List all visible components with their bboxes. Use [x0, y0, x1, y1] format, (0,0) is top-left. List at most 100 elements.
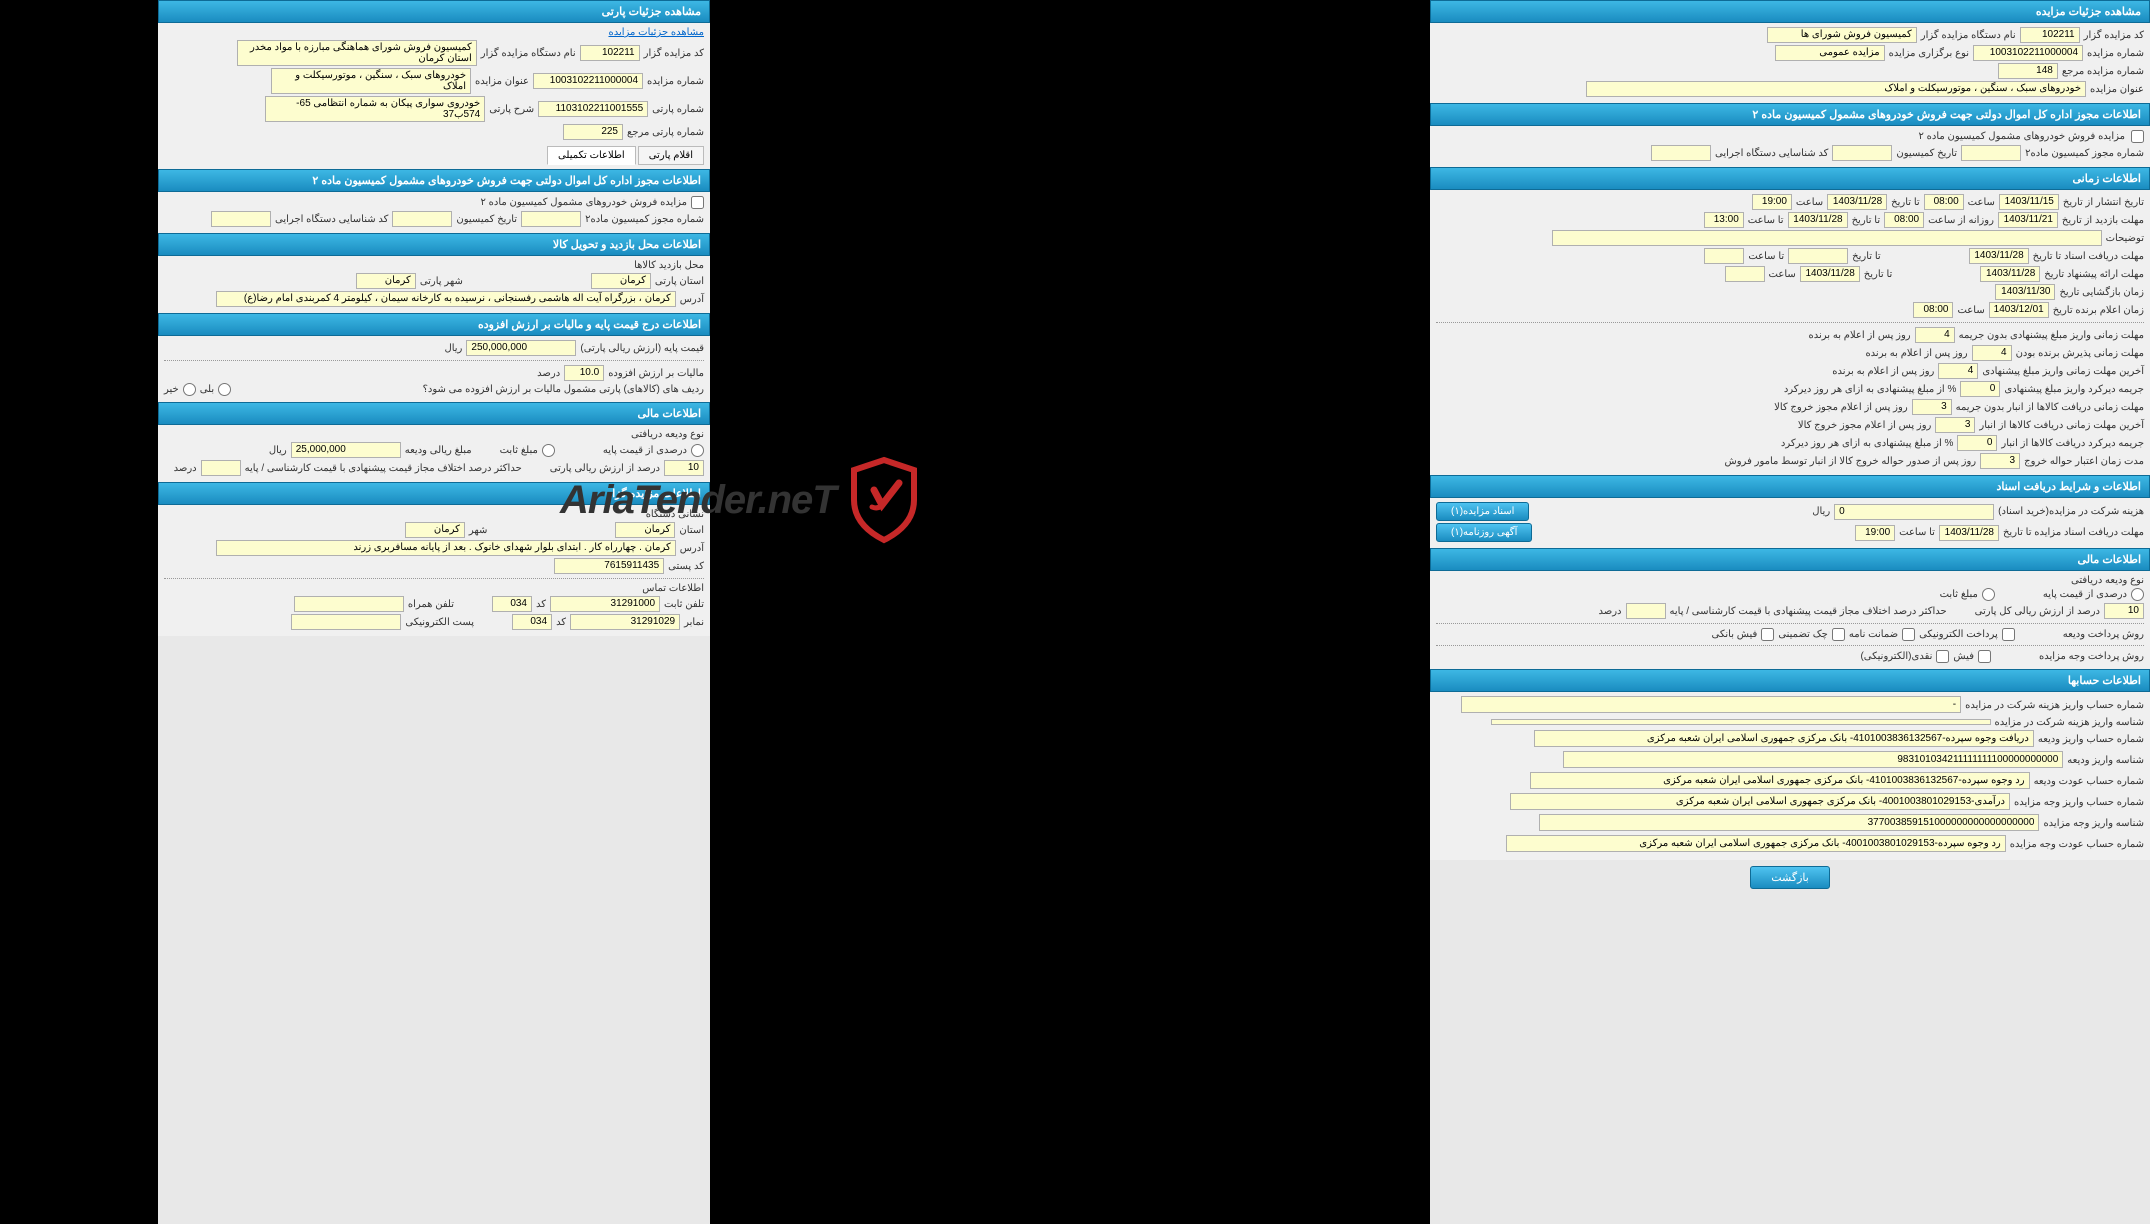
- field-acc7: 377003859151000000000000000000: [1539, 814, 2039, 831]
- btn-return[interactable]: بازگشت: [1750, 866, 1830, 889]
- header-price-vat: اطلاعات درج قیمت پایه و مالیات بر ارزش ا…: [158, 313, 710, 336]
- lbl-notes: توضیحات: [2106, 233, 2144, 244]
- field-postal: 7615911435: [554, 558, 664, 574]
- lbl-r-auction-code: کد مزایده گزار: [644, 48, 704, 59]
- lbl-acc2: شناسه واریز هزینه شرکت در مزایده: [1995, 717, 2144, 728]
- lbl-visit-loc: محل بازدید کالاها: [634, 260, 704, 271]
- header-docs: اطلاعات و شرایط دریافت اسناد: [1430, 475, 2150, 498]
- field-last-deposit-days: 4: [1938, 363, 1978, 379]
- lbl-visit-from: مهلت بازدید از تاریخ: [2062, 215, 2144, 226]
- radio-fixed[interactable]: [1982, 588, 1995, 601]
- chk-cash-electronic[interactable]: [1936, 650, 1949, 663]
- radio-r-pct-base[interactable]: [691, 444, 704, 457]
- field-fax: 31291029: [570, 614, 680, 630]
- lbl-vat-q: ردیف های (کالاهای) پارتی مشمول مالیات بر…: [423, 384, 704, 395]
- lbl-auction-type: نوع برگزاری مزایده: [1889, 48, 1969, 59]
- lbl-pct-party: درصد از ارزش ریالی پارتی: [550, 463, 660, 474]
- lbl-permit-num: شماره مجوز کمیسیون ماده۲: [2025, 148, 2144, 159]
- field-party-desc: خودروی سواری پیکان به شماره انتظامی 65-5…: [265, 96, 485, 122]
- radio-yes[interactable]: [218, 383, 231, 396]
- tab-additional-info[interactable]: اطلاعات تکمیلی: [547, 146, 636, 165]
- field-doc-time2: 19:00: [1855, 525, 1895, 541]
- field-r-permit-num: [521, 211, 581, 227]
- lbl-postal: کد پستی: [668, 561, 704, 572]
- chk-electronic[interactable]: [2002, 628, 2015, 641]
- field-max-diff: [1626, 603, 1666, 619]
- lbl-auction-code: کد مزایده گزار: [2084, 30, 2144, 41]
- field-bid-to: 1403/11/28: [1980, 266, 2040, 282]
- field-r-org-name: کمیسیون فروش شورای هماهنگی مبارزه با موا…: [237, 40, 477, 66]
- header-auction-details: مشاهده جزئیات مزایده: [1430, 0, 2150, 23]
- field-comm-date: [1832, 145, 1892, 161]
- btn-auction-docs[interactable]: اسناد مزایده(۱): [1436, 502, 1529, 521]
- lbl-deposit-type: نوع ودیعه دریافتی: [2071, 575, 2144, 586]
- field-last-goods-days: 3: [1935, 417, 1975, 433]
- lbl-vat: مالیات بر ارزش افزوده: [608, 368, 704, 379]
- chk-cash[interactable]: [1978, 650, 1991, 663]
- lbl-doc-deadline2: مهلت دریافت اسناد مزایده تا تاریخ: [2003, 527, 2144, 538]
- chk-r-sale[interactable]: [691, 196, 704, 209]
- radio-no[interactable]: [183, 383, 196, 396]
- field-org-province: كرمان: [615, 522, 675, 538]
- lbl-r-auction-title: عنوان مزایده: [475, 76, 529, 87]
- lbl-acc7: شناسه واریز وجه مزایده: [2043, 818, 2144, 829]
- header-accounts: اطلاعات حسابها: [1430, 669, 2150, 692]
- field-auction-code: 102211: [2020, 27, 2080, 43]
- lbl-org-province: استان: [679, 525, 704, 536]
- lbl-phone: تلفن ثابت: [664, 599, 704, 610]
- lbl-exec-code: کد شناسایی دستگاه اجرایی: [1715, 148, 1828, 159]
- lbl-r-comm-date: تاریخ کمیسیون: [456, 214, 517, 225]
- field-auction-num: 1003102211000004: [1973, 45, 2083, 61]
- field-acc8: رد وجوه سپرده-4001003801029153- بانک مرک…: [1506, 835, 2006, 852]
- field-goods-days: 3: [1912, 399, 1952, 415]
- chk-guarantee[interactable]: [1902, 628, 1915, 641]
- field-notes: [1552, 230, 2102, 246]
- chk-sale[interactable]: [2131, 130, 2144, 143]
- radio-pct-base[interactable]: [2131, 588, 2144, 601]
- lbl-party-num: شماره پارتی: [652, 104, 704, 115]
- field-r-max-diff: [201, 460, 241, 476]
- lbl-goods-deadline: مهلت زمانی دریافت کالاها از انبار بدون ج…: [1956, 402, 2144, 413]
- lbl-party-ref: شماره پارتی مرجع: [627, 127, 704, 138]
- header-time: اطلاعات زمانی: [1430, 167, 2150, 190]
- field-acc2: [1491, 719, 1991, 725]
- chk-check[interactable]: [1832, 628, 1845, 641]
- field-visit-time-to: 13:00: [1704, 212, 1744, 228]
- lbl-ref-num: شماره مزایده مرجع: [2062, 66, 2144, 77]
- field-pct-party: 10: [664, 460, 704, 476]
- lbl-org-city: شهر: [469, 525, 488, 536]
- lbl-org-address: آدرس: [680, 543, 704, 554]
- field-visit-time-from: 08:00: [1884, 212, 1924, 228]
- field-visit-to: 1403/11/28: [1788, 212, 1848, 228]
- field-phone-code: 034: [492, 596, 532, 612]
- field-accept-days: 4: [1972, 345, 2012, 361]
- field-party-ref: 225: [563, 124, 623, 140]
- link-auction-details[interactable]: مشاهده جزئیات مزایده: [608, 27, 704, 38]
- field-acc3: دریافت وجوه سپرده-4101003836132567- بانک…: [1534, 730, 2034, 747]
- lbl-contact: اطلاعات تماس: [642, 583, 704, 594]
- lbl-email: پست الکترونیکی: [405, 617, 474, 628]
- field-r-exec-code: [211, 211, 271, 227]
- lbl-acc1: شماره حساب واریز هزینه شرکت در مزایده: [1965, 700, 2144, 711]
- field-fax-code: 034: [512, 614, 552, 630]
- lbl-auction-num: شماره مزایده: [2087, 48, 2144, 59]
- field-acc5: رد وجوه سپرده-4101003836132567- بانک مرک…: [1530, 772, 2030, 789]
- lbl-bid-deadline: مهلت ارائه پیشنهاد تاریخ: [2044, 269, 2144, 280]
- chk-bankslip[interactable]: [1761, 628, 1774, 641]
- field-permit-num: [1961, 145, 2021, 161]
- lbl-base-price: قیمت پایه (ارزش ریالی پارتی): [580, 343, 704, 354]
- field-org-name: کمیسیون فروش شورای ها: [1767, 27, 1917, 43]
- lbl-party-desc: شرح پارتی: [489, 104, 534, 115]
- field-doc-date2: 1403/11/28: [1939, 525, 1999, 541]
- field-auction-type: مزایده عمومی: [1775, 45, 1885, 61]
- btn-newspaper[interactable]: آگهی روزنامه(۱): [1436, 523, 1532, 542]
- field-deposit-amount: 25,000,000: [291, 442, 401, 458]
- field-transfer-days: 3: [1980, 453, 2020, 469]
- tab-party-items[interactable]: اقلام پارتی: [638, 146, 704, 165]
- field-org-address: کرمان . چهارراه کار . ابتدای بلوار شهدای…: [216, 540, 676, 556]
- radio-r-fixed[interactable]: [542, 444, 555, 457]
- lbl-org-addr: نشانی دستگاه: [646, 509, 704, 520]
- lbl-last-goods: آخرین مهلت زمانی دریافت کالاها از انبار: [1979, 420, 2144, 431]
- field-r-auction-title: خودروهای سبک ، سنگین ، موتورسیکلت و املا…: [271, 68, 471, 94]
- field-pct-value: 10: [2104, 603, 2144, 619]
